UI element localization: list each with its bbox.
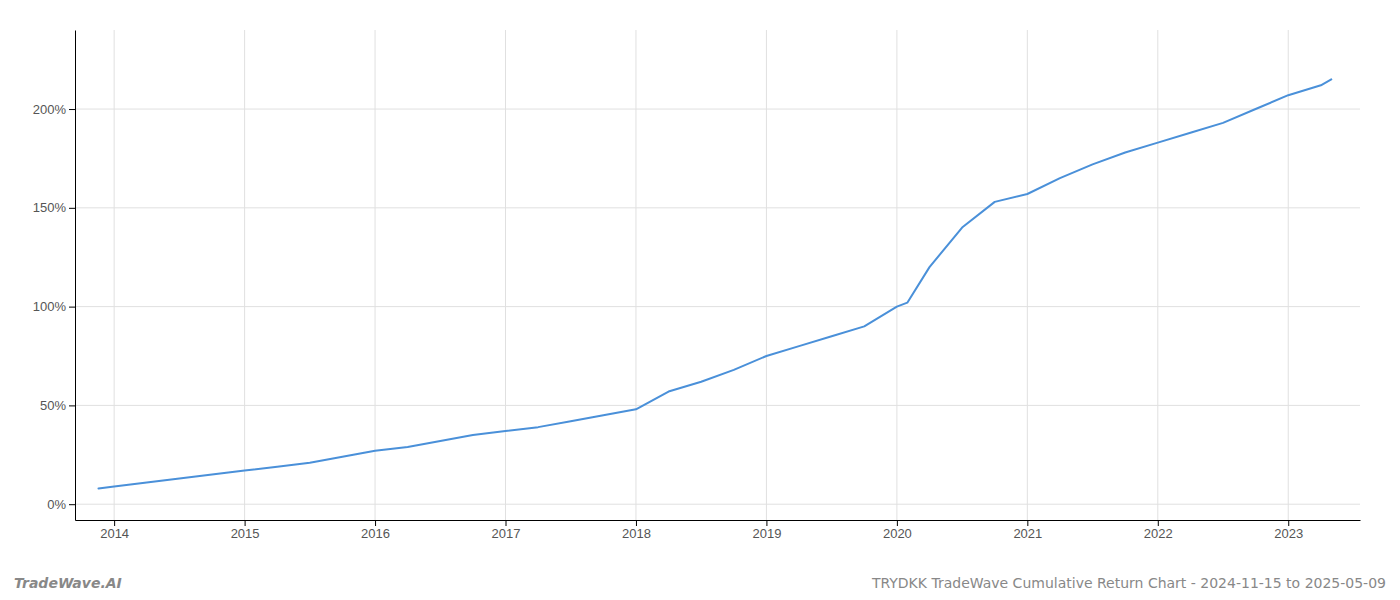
y-tick-label: 0% [47, 497, 66, 512]
x-tick-label: 2022 [1144, 526, 1173, 541]
x-tick: 2020 [883, 520, 912, 541]
x-tick-mark [1027, 520, 1028, 526]
grid-line [114, 30, 115, 520]
y-axis: 0% 50% 100% 150% 200% [33, 31, 76, 521]
plot: 2014 2015 2016 2017 2018 2019 2020 2021 2022 2023… [33, 30, 1361, 541]
grid-line [375, 30, 376, 520]
x-tick-mark [636, 520, 637, 526]
y-tick-label: 100% [33, 299, 67, 314]
y-tick-label: 50% [40, 398, 66, 413]
y-tick-mark [69, 109, 75, 110]
x-tick: 2022 [1144, 520, 1173, 541]
x-tick: 2023 [1274, 520, 1303, 541]
x-tick-mark [897, 520, 898, 526]
x-tick: 2021 [1013, 520, 1042, 541]
x-tick-label: 2014 [100, 526, 129, 541]
x-tick: 2019 [752, 520, 781, 541]
y-axis-line [75, 31, 76, 521]
y-tick-label: 150% [33, 200, 67, 215]
x-tick-mark [506, 520, 507, 526]
grid-line [1027, 30, 1028, 520]
x-tick-mark [114, 520, 115, 526]
y-tick-mark [69, 307, 75, 308]
grid-line [635, 30, 636, 520]
x-tick-mark [245, 520, 246, 526]
title: TRYDKK TradeWave Cumulative Return Chart… [871, 575, 1386, 591]
y-tick: 100% [33, 299, 75, 314]
x-tick: 2015 [231, 520, 260, 541]
grid-line [1157, 30, 1158, 520]
y-tick-mark [69, 504, 75, 505]
grid-line [1288, 30, 1289, 520]
x-tick-label: 2021 [1013, 526, 1042, 541]
x-tick-mark [1288, 520, 1289, 526]
x-tick-label: 2019 [752, 526, 781, 541]
marks [98, 79, 1331, 488]
grid [75, 30, 1360, 520]
chart: 2014 2015 2016 2017 2018 2019 2020 2021 2022 2023… [0, 0, 1400, 600]
x-tick-label: 2020 [883, 526, 912, 541]
grid-line [766, 30, 767, 520]
x-tick: 2017 [492, 520, 521, 541]
y-tick-label: 200% [33, 102, 67, 117]
grid-line [75, 109, 1360, 110]
y-tick-mark [69, 405, 75, 406]
grid-line [75, 306, 1360, 307]
grid-line [75, 504, 1360, 505]
y-tick: 200% [33, 102, 75, 117]
x-tick-mark [375, 520, 376, 526]
x-tick: 2018 [622, 520, 651, 541]
grid-line [896, 30, 897, 520]
y-tick: 50% [40, 398, 75, 413]
x-tick: 2016 [361, 520, 390, 541]
x-tick-label: 2016 [361, 526, 390, 541]
x-axis-line [76, 520, 1361, 521]
x-tick-mark [1158, 520, 1159, 526]
x-tick-label: 2017 [492, 526, 521, 541]
y-tick: 0% [47, 497, 75, 512]
grid-line [244, 30, 245, 520]
watermark: TradeWave.AI [14, 575, 122, 591]
grid-line [75, 405, 1360, 406]
x-tick: 2014 [100, 520, 129, 541]
y-tick-mark [69, 208, 75, 209]
x-tick-label: 2023 [1274, 526, 1303, 541]
grid-line [75, 207, 1360, 208]
x-tick-label: 2018 [622, 526, 651, 541]
x-tick-label: 2015 [231, 526, 260, 541]
x-axis: 2014 2015 2016 2017 2018 2019 2020 2021 2022 2023 [76, 520, 1361, 541]
x-tick-mark [766, 520, 767, 526]
line [98, 79, 1331, 488]
grid-line [505, 30, 506, 520]
y-tick: 150% [33, 200, 75, 215]
